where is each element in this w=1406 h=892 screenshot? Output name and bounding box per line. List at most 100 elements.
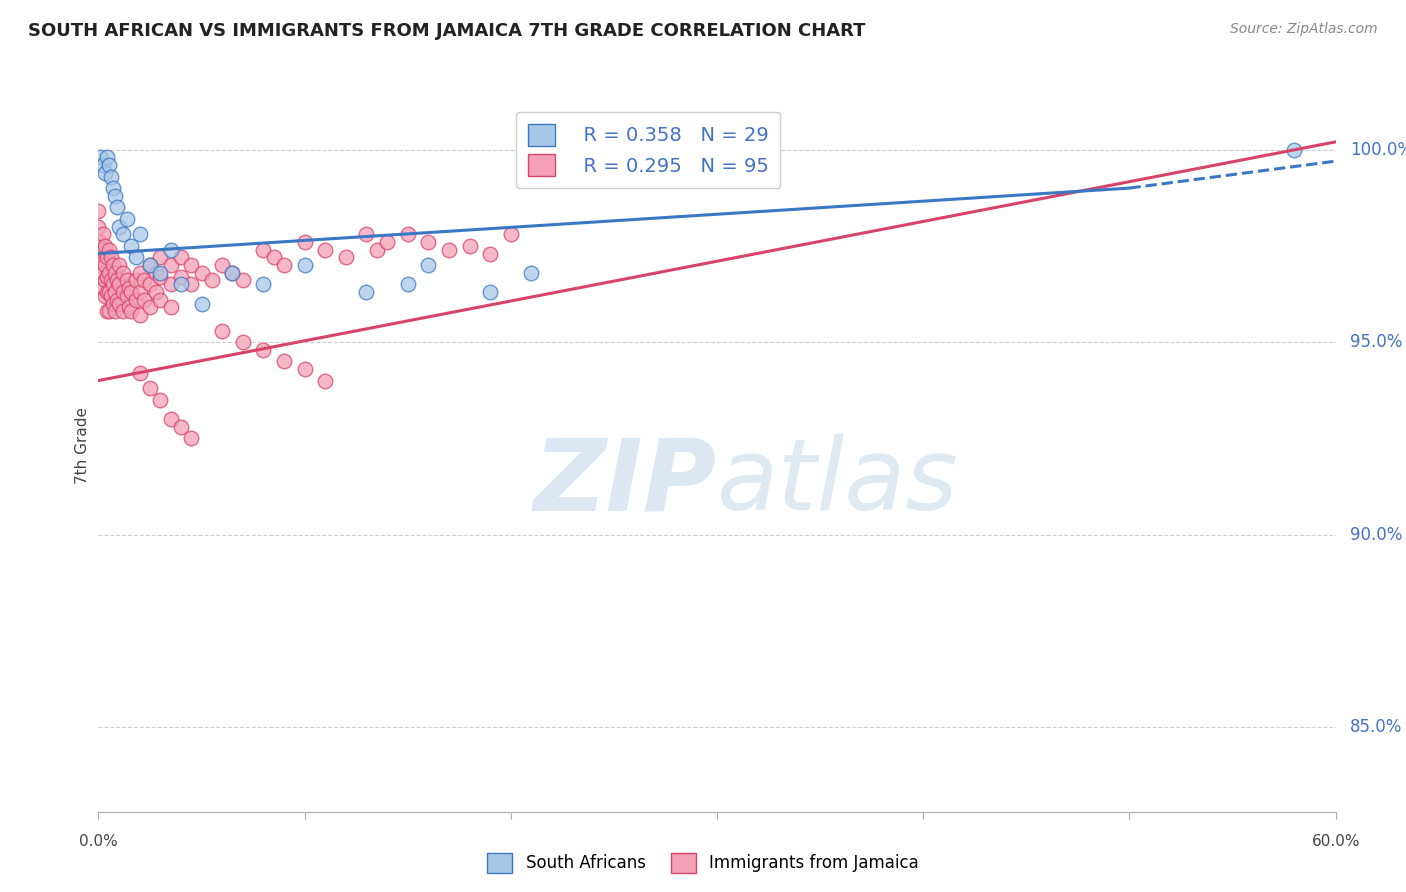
Text: ZIP: ZIP xyxy=(534,434,717,531)
Point xyxy=(124,273,146,287)
Point xyxy=(132,273,155,287)
Point xyxy=(128,266,150,280)
Text: SOUTH AFRICAN VS IMMIGRANTS FROM JAMAICA 7TH GRADE CORRELATION CHART: SOUTH AFRICAN VS IMMIGRANTS FROM JAMAICA… xyxy=(28,22,866,40)
Point xyxy=(479,246,502,260)
Point xyxy=(104,285,127,299)
Point xyxy=(93,166,115,180)
Point xyxy=(101,258,124,272)
Point xyxy=(356,227,378,242)
Point xyxy=(96,251,118,265)
Point xyxy=(93,273,115,287)
Point xyxy=(139,258,162,272)
Point xyxy=(294,362,316,376)
Point xyxy=(91,158,114,172)
Point xyxy=(396,277,419,292)
Point xyxy=(180,258,202,272)
Point xyxy=(118,281,141,295)
Point xyxy=(232,273,254,287)
Point xyxy=(149,266,172,280)
Point xyxy=(211,324,233,338)
Point xyxy=(159,412,181,426)
Point xyxy=(97,266,120,280)
Point xyxy=(149,269,172,284)
Point xyxy=(159,243,181,257)
Point xyxy=(93,289,115,303)
Point xyxy=(120,239,142,253)
Point xyxy=(124,251,146,265)
Point xyxy=(104,266,127,280)
Point xyxy=(170,419,193,434)
Point xyxy=(221,266,243,280)
Point xyxy=(139,277,162,292)
Point xyxy=(97,158,120,172)
Point xyxy=(100,273,122,287)
Point xyxy=(96,285,118,299)
Point xyxy=(91,266,114,280)
Point xyxy=(159,277,181,292)
Point xyxy=(87,204,110,219)
Text: 90.0%: 90.0% xyxy=(1350,525,1402,543)
Point xyxy=(108,296,131,310)
Point xyxy=(93,239,115,253)
Point xyxy=(132,293,155,307)
Point xyxy=(1284,143,1306,157)
Point xyxy=(252,343,274,357)
Point xyxy=(105,293,128,307)
Point xyxy=(149,293,172,307)
Point xyxy=(112,266,135,280)
Text: 100.0%: 100.0% xyxy=(1350,141,1406,159)
Point xyxy=(145,266,167,280)
Point xyxy=(139,301,162,315)
Text: 85.0%: 85.0% xyxy=(1350,718,1402,736)
Text: 0.0%: 0.0% xyxy=(79,834,118,849)
Point xyxy=(104,304,127,318)
Point xyxy=(100,289,122,303)
Point xyxy=(221,266,243,280)
Point xyxy=(120,285,142,299)
Point xyxy=(91,243,114,257)
Point xyxy=(211,258,233,272)
Point xyxy=(252,243,274,257)
Point xyxy=(128,227,150,242)
Point xyxy=(97,285,120,299)
Point xyxy=(108,219,131,234)
Point xyxy=(97,243,120,257)
Point xyxy=(101,277,124,292)
Point xyxy=(96,304,118,318)
Point xyxy=(139,258,162,272)
Point xyxy=(128,366,150,380)
Point xyxy=(190,296,212,310)
Point xyxy=(120,304,142,318)
Point xyxy=(145,285,167,299)
Point xyxy=(170,269,193,284)
Point xyxy=(89,235,111,249)
Point xyxy=(89,258,111,272)
Point xyxy=(396,227,419,242)
Point xyxy=(89,246,111,260)
Point xyxy=(159,301,181,315)
Point xyxy=(418,235,440,249)
Point xyxy=(118,301,141,315)
Point xyxy=(96,150,118,164)
Point xyxy=(170,251,193,265)
Point xyxy=(112,304,135,318)
Legend:   R = 0.358   N = 29,   R = 0.295   N = 95: R = 0.358 N = 29, R = 0.295 N = 95 xyxy=(516,112,780,188)
Point xyxy=(112,285,135,299)
Point xyxy=(314,374,336,388)
Point xyxy=(149,392,172,407)
Point xyxy=(149,251,172,265)
Point xyxy=(273,354,295,368)
Point xyxy=(128,285,150,299)
Point xyxy=(479,285,502,299)
Point xyxy=(112,227,135,242)
Point xyxy=(104,188,127,202)
Point xyxy=(375,235,398,249)
Point xyxy=(437,243,460,257)
Text: Source: ZipAtlas.com: Source: ZipAtlas.com xyxy=(1230,22,1378,37)
Point xyxy=(520,266,543,280)
Point xyxy=(190,266,212,280)
Point xyxy=(139,381,162,395)
Point xyxy=(91,281,114,295)
Point xyxy=(418,258,440,272)
Point xyxy=(108,258,131,272)
